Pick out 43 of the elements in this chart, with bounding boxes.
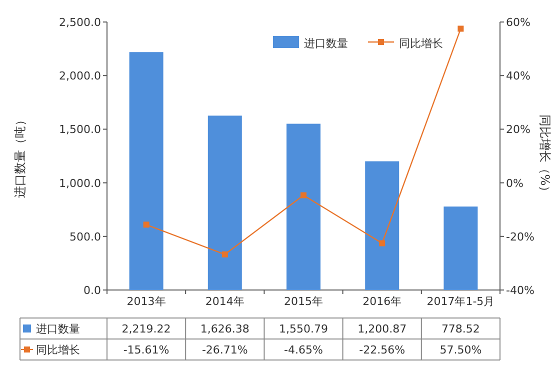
y-tick-label: 500.0 bbox=[70, 230, 101, 244]
x-tick-label: 2014年 bbox=[205, 295, 244, 308]
bar bbox=[444, 206, 478, 290]
data-label: -22.56% bbox=[359, 344, 406, 356]
y2-tick-label: 20% bbox=[506, 123, 530, 136]
y2-tick-label: -20% bbox=[506, 230, 534, 244]
y2-axis-title: 同比增长（%） bbox=[538, 114, 552, 198]
point bbox=[379, 240, 386, 246]
bar bbox=[365, 161, 400, 290]
y-tick-label: 0.0 bbox=[84, 284, 101, 297]
y-tick-label: 2,000.0 bbox=[59, 70, 101, 83]
y2-tick-label: -40% bbox=[506, 284, 534, 297]
x-tick-label: 2017年1-5月 bbox=[426, 295, 495, 308]
y-tick-label: 1,500.0 bbox=[59, 123, 101, 136]
x-tick-label: 2015年 bbox=[284, 295, 323, 308]
legend-label: 同比增长 bbox=[399, 37, 443, 50]
bar bbox=[286, 124, 320, 290]
data-label: 2,219.22 bbox=[122, 322, 171, 336]
y-axis-title: 进口数量（吨） bbox=[13, 114, 27, 198]
data-label: 57.50% bbox=[440, 344, 482, 356]
point bbox=[222, 251, 228, 258]
legend-label: 进口数量 bbox=[304, 37, 348, 50]
y2-tick-label: 60% bbox=[506, 16, 530, 29]
bar bbox=[129, 52, 164, 290]
y2-tick-label: 0% bbox=[506, 176, 524, 190]
point bbox=[143, 222, 150, 228]
data-label: -15.61% bbox=[123, 344, 170, 356]
data-label: -26.71% bbox=[202, 344, 248, 356]
point bbox=[458, 26, 464, 32]
data-label: -4.65% bbox=[284, 344, 323, 356]
x-tick-label: 2016年 bbox=[362, 295, 402, 308]
bar bbox=[208, 116, 242, 290]
data-label: 1,626.38 bbox=[200, 322, 250, 336]
text: 同比增长 bbox=[36, 344, 80, 356]
data-label: 1,550.79 bbox=[279, 322, 328, 336]
y-tick-label: 2,500.0 bbox=[59, 16, 101, 29]
data-label: 778.52 bbox=[441, 322, 480, 336]
point bbox=[300, 192, 306, 198]
data-label: 1,200.87 bbox=[358, 322, 407, 336]
y2-tick-label: 40% bbox=[506, 70, 530, 83]
x-tick-label: 2013年 bbox=[126, 295, 166, 308]
y-tick-label: 1,000.0 bbox=[59, 176, 101, 190]
text: 进口数量 bbox=[36, 322, 80, 336]
